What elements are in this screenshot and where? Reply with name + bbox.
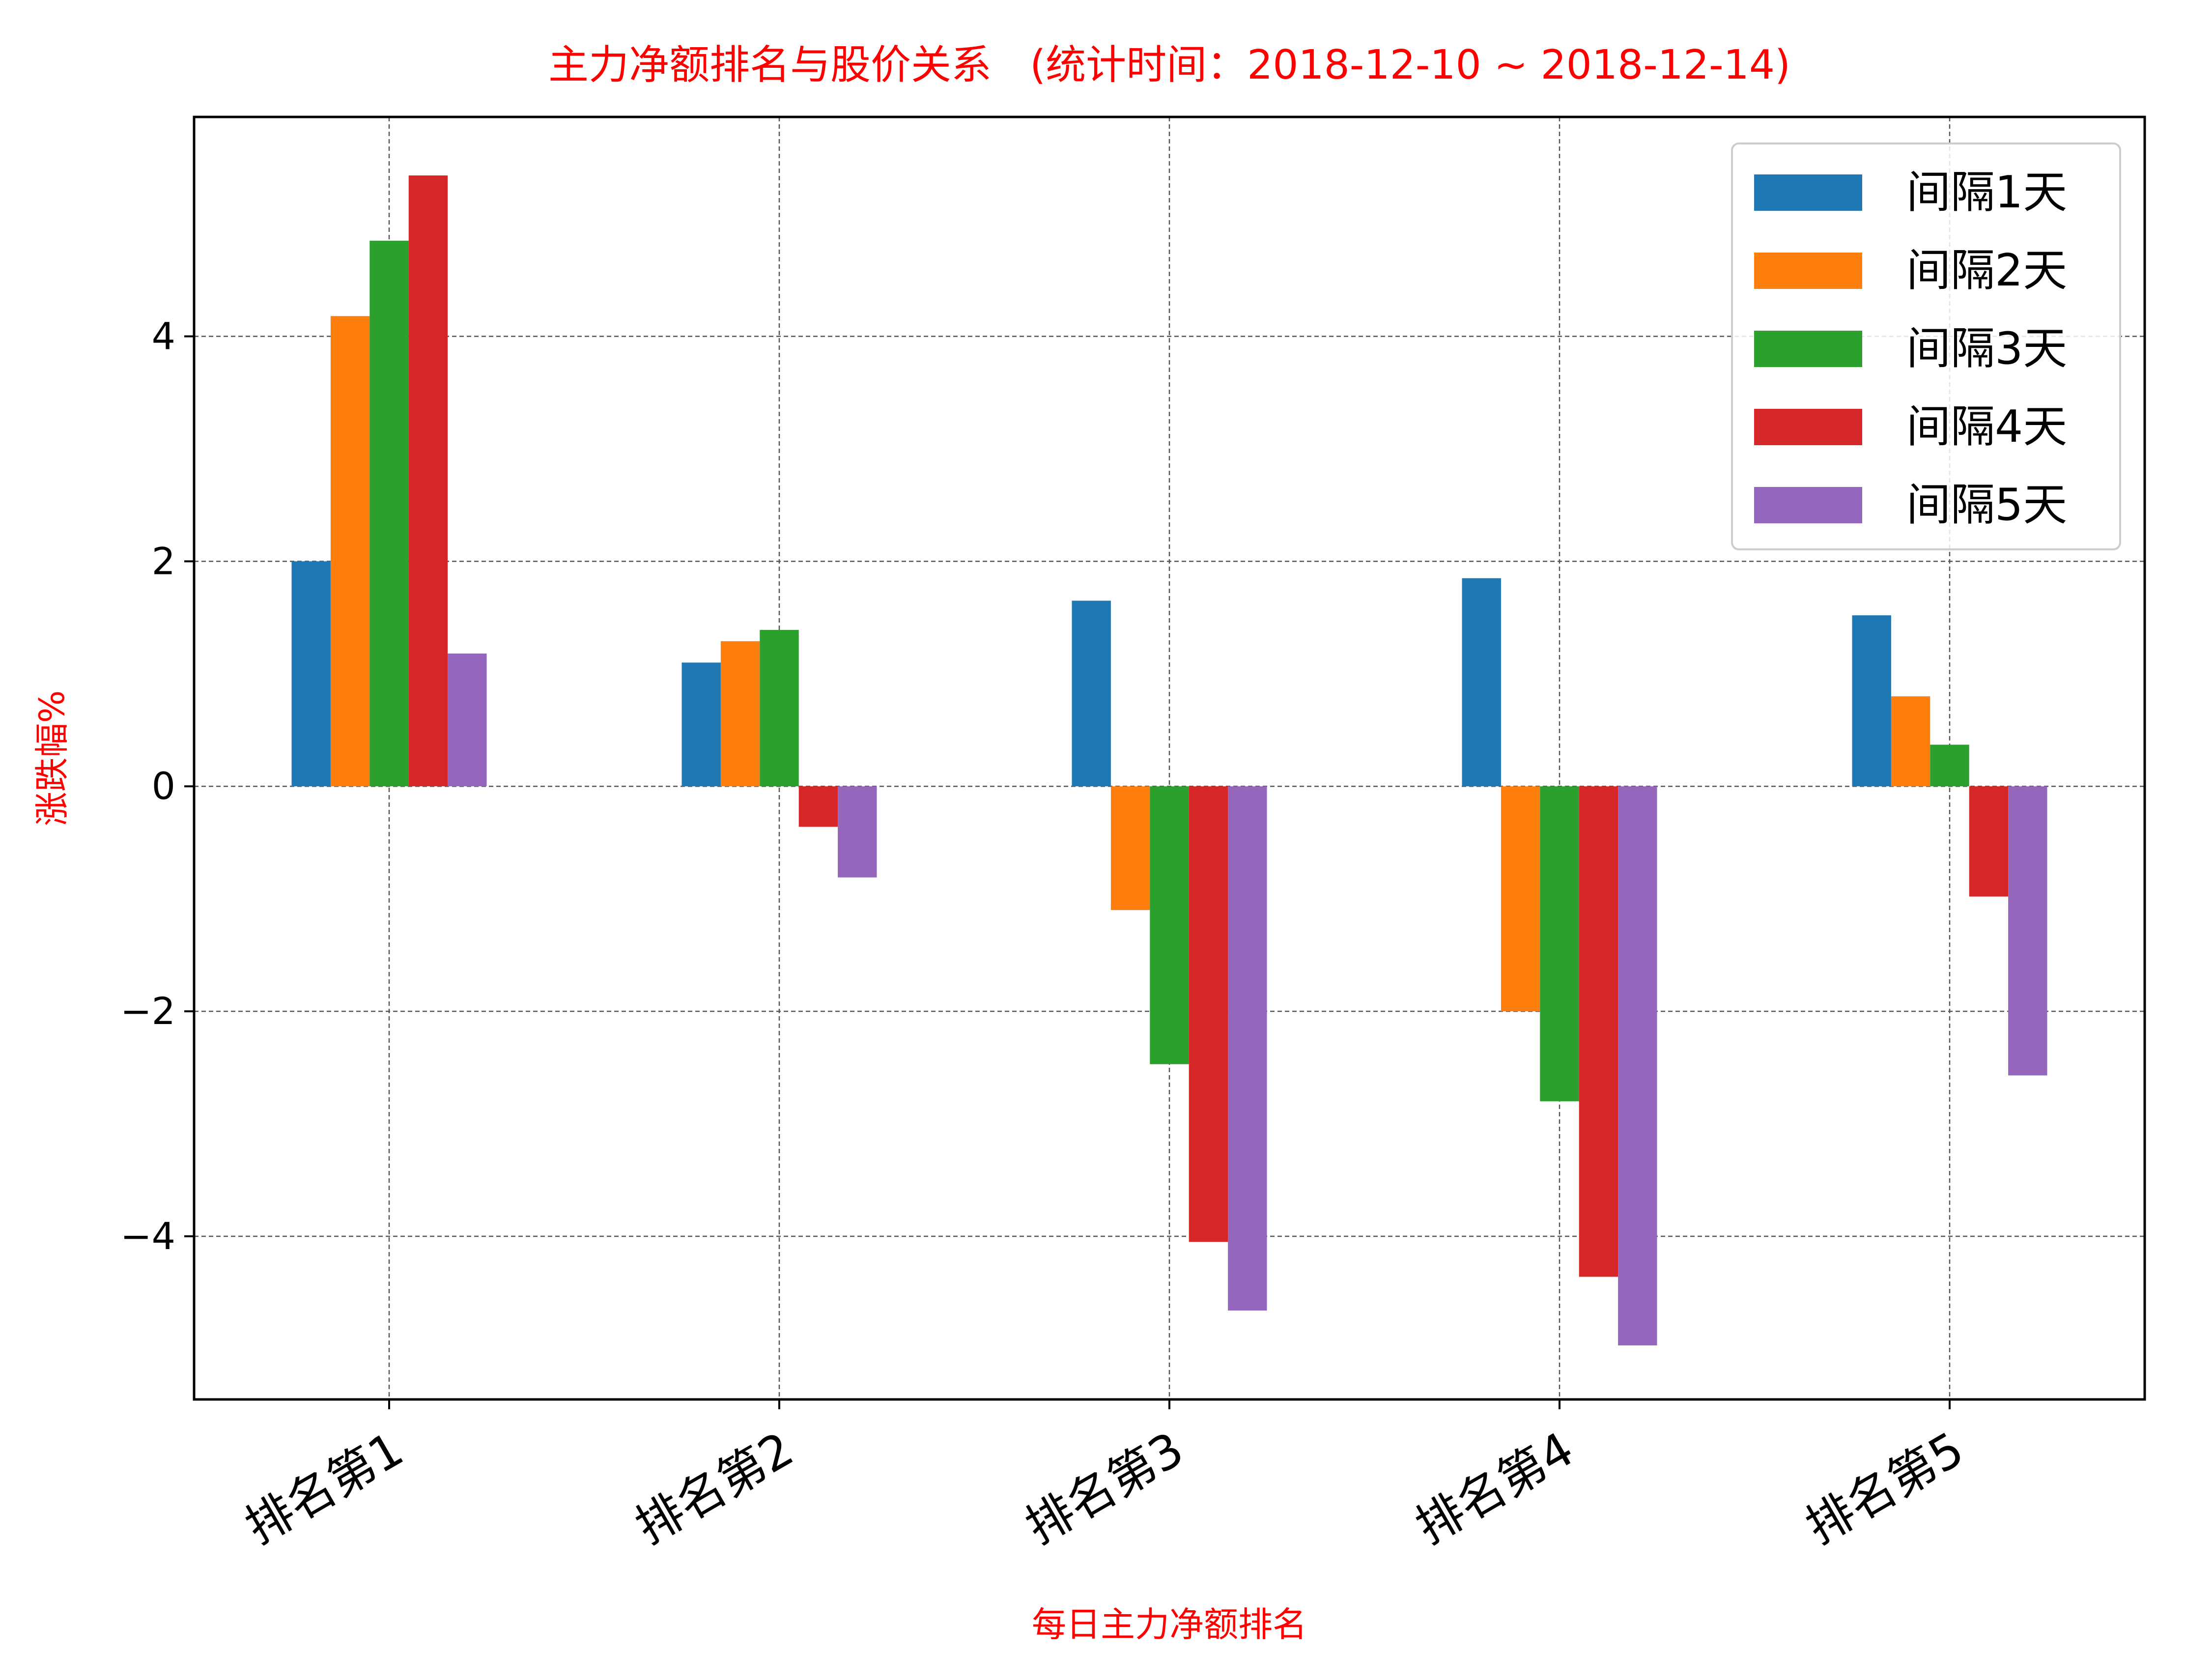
bar: [798, 786, 838, 827]
bar: [681, 662, 721, 787]
legend-swatch: [1754, 487, 1862, 523]
bar: [1969, 786, 2009, 897]
bar: [448, 654, 487, 787]
bar: [760, 630, 799, 787]
legend-box: [1731, 142, 2121, 550]
legend-label: 间隔2天: [1906, 245, 2067, 296]
bar: [1228, 786, 1267, 1311]
bar: [1579, 786, 1618, 1277]
y-axis-label: 涨跌幅%: [32, 690, 72, 826]
legend-swatch: [1754, 331, 1862, 367]
y-tick-label: 2: [152, 539, 175, 583]
y-tick-label: 4: [152, 314, 175, 358]
bar: [408, 175, 448, 787]
x-axis-label: 每日主力净额排名: [1032, 1604, 1307, 1645]
bar: [1930, 744, 1969, 787]
chart-title: 主力净额排名与股价关系 (统计时间：2018-12-10 ~ 2018-12-1…: [548, 42, 1790, 88]
legend-label: 间隔1天: [1906, 167, 2067, 218]
bar: [1618, 786, 1657, 1346]
bar: [1891, 696, 1930, 787]
y-tick-label: −2: [120, 989, 175, 1033]
bars: [291, 175, 2047, 1346]
bar: [1072, 600, 1111, 787]
bar: [1501, 786, 1540, 1012]
legend-label: 间隔4天: [1906, 401, 2067, 453]
legend-label: 间隔3天: [1906, 323, 2067, 374]
bar: [1462, 578, 1501, 787]
bar: [1150, 786, 1189, 1064]
bar: [2008, 786, 2047, 1076]
bar: [1110, 786, 1150, 911]
bar: [838, 786, 877, 878]
legend-swatch: [1754, 174, 1862, 211]
bar: [330, 316, 370, 787]
bar: [291, 561, 331, 787]
y-tick-label: 0: [152, 764, 175, 808]
bar: [1540, 786, 1579, 1102]
legend-swatch: [1754, 409, 1862, 445]
bar: [1189, 786, 1228, 1242]
bar: [720, 641, 760, 787]
bar: [1852, 615, 1891, 787]
legend-label: 间隔5天: [1906, 479, 2067, 531]
bar: [369, 240, 409, 787]
y-axis: −4 −2 0 2 4: [120, 314, 194, 1258]
legend-swatch: [1754, 253, 1862, 289]
y-tick-label: −4: [120, 1214, 175, 1258]
